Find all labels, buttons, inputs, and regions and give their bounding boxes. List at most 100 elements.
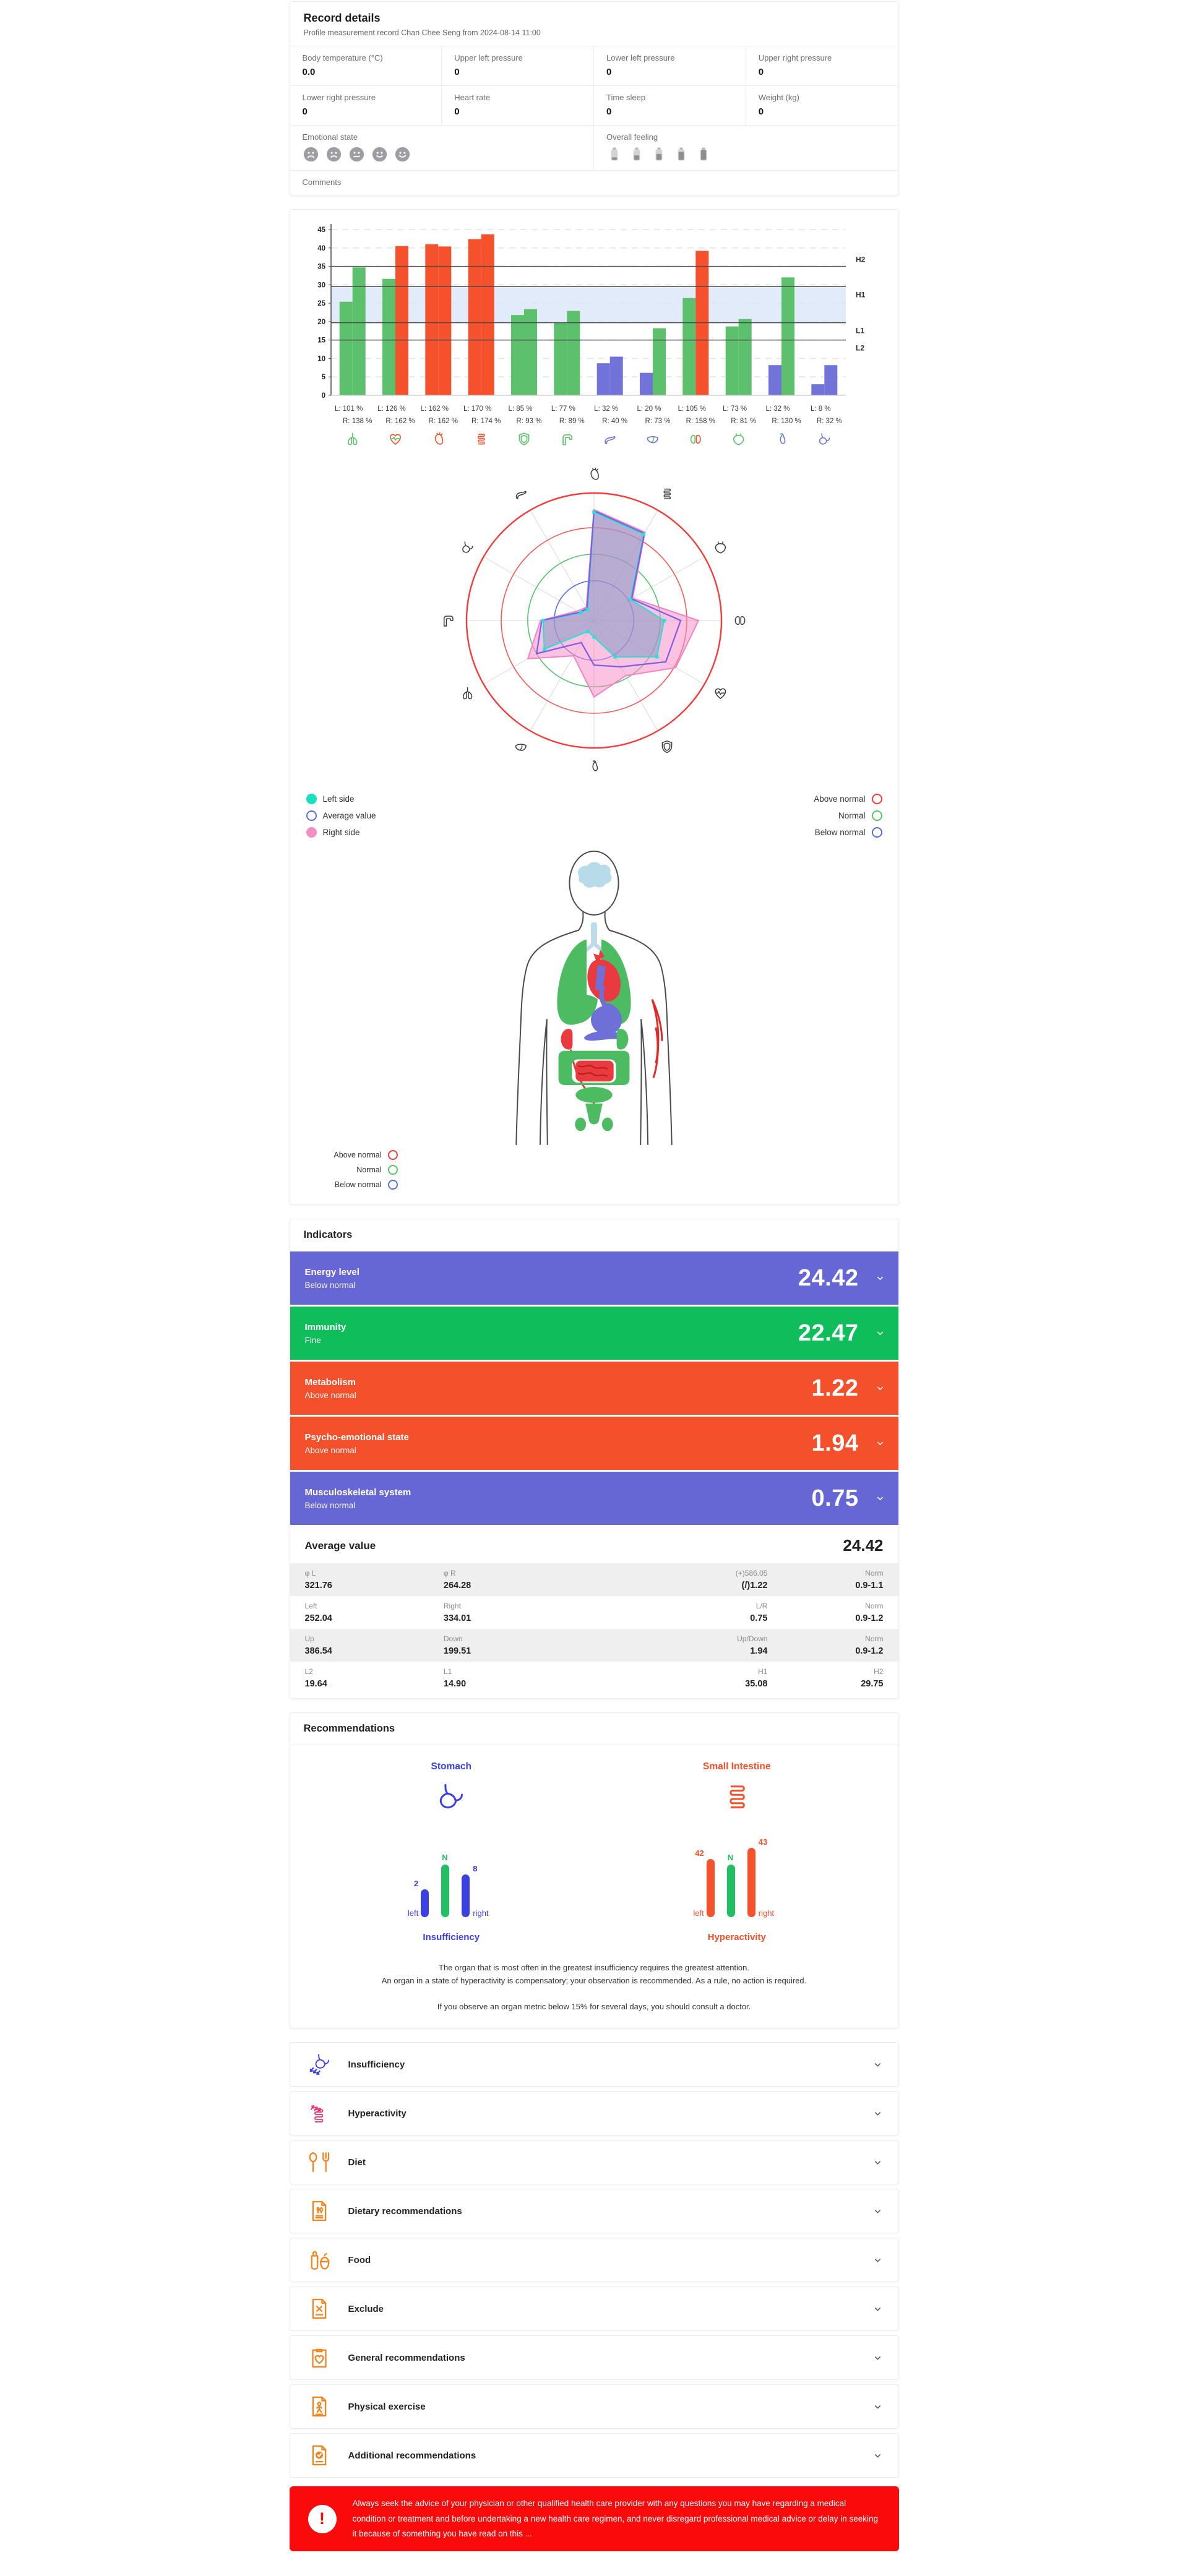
indicator-row[interactable]: Immunity Fine 22.47 — [290, 1307, 898, 1360]
diet-icon — [309, 2152, 329, 2173]
indicator-row[interactable]: Energy level Below normal 24.42 — [290, 1252, 898, 1305]
insufficiency-icon — [309, 2054, 329, 2076]
section-dietary[interactable]: Dietary recommendations — [289, 2189, 899, 2234]
small_intestine-icon — [663, 488, 671, 500]
small_intestine-icon — [477, 434, 485, 445]
svg-text:R: 162 %: R: 162 % — [385, 418, 415, 425]
mini-bar-value: N — [442, 1853, 448, 1862]
stats-cell-value: 264.28 — [443, 1581, 471, 1591]
stats-cell-label: Norm — [865, 1569, 884, 1578]
stats-cell-value: 334.01 — [443, 1613, 471, 1623]
svg-text:40: 40 — [317, 245, 325, 252]
report-page: Record details Profile measurement recor… — [289, 0, 899, 2552]
section-label: Hyperactivity — [348, 2108, 407, 2119]
indicator-row[interactable]: Psycho-emotional state Above normal 1.94 — [290, 1417, 898, 1470]
svg-text:L1: L1 — [856, 327, 864, 335]
section-hyperactivity[interactable]: Hyperactivity — [289, 2091, 899, 2136]
svg-text:R: 81 %: R: 81 % — [731, 418, 756, 425]
svg-text:10: 10 — [317, 355, 325, 363]
face-neutral-icon[interactable] — [348, 146, 365, 163]
svg-text:L: 162 %: L: 162 % — [420, 405, 448, 413]
stats-table: φ L 321.76 φ R 264.28 (+)586.05 (/)1.22 … — [290, 1563, 898, 1698]
indicator-status: Fine — [304, 1335, 321, 1345]
indicator-value: 22.47 — [798, 1320, 859, 1346]
bladder-icon — [733, 433, 744, 445]
stomach-icon — [819, 433, 830, 445]
record-field-label: Heart rate — [454, 93, 491, 102]
svg-text:L: 32 %: L: 32 % — [765, 405, 790, 413]
exercise-icon — [312, 2397, 326, 2417]
bar-right — [738, 319, 752, 395]
note-text: If you observe an organ metric below 15%… — [437, 2001, 751, 2011]
stats-cell: Norm 0.9-1.1 — [767, 1569, 883, 1591]
indicator-info: Metabolism Above normal — [305, 1377, 356, 1400]
svg-text:L: 101 %: L: 101 % — [334, 405, 362, 413]
bar-left — [596, 363, 610, 395]
indicator-value: 1.94 — [811, 1430, 859, 1456]
organ-radar-chart — [443, 467, 745, 771]
gallbladder-icon — [592, 760, 598, 771]
recommendations-title: Recommendations — [290, 1713, 898, 1745]
svg-text:15: 15 — [317, 337, 325, 345]
stats-cell-value: 14.90 — [443, 1679, 467, 1689]
record-field: Heart rate 0 — [442, 86, 594, 126]
stats-cell-value: 0.9-1.2 — [855, 1613, 884, 1623]
stats-row: φ L 321.76 φ R 264.28 (+)586.05 (/)1.22 … — [290, 1563, 898, 1596]
svg-text:L: 170 %: L: 170 % — [463, 405, 491, 413]
record-details-card: Record details Profile measurement recor… — [289, 1, 899, 195]
organ-radar-chart-wrap — [290, 453, 898, 792]
section-food[interactable]: Food — [289, 2238, 899, 2283]
section-label: Food — [348, 2254, 371, 2265]
legend-dot-icon — [306, 794, 317, 804]
stats-cell: Left 252.04 — [305, 1602, 444, 1623]
indicator-label: Psycho-emotional state — [304, 1432, 409, 1443]
section-additional[interactable]: Additional recommendations — [289, 2433, 899, 2478]
indicator-row[interactable]: Metabolism Above normal 1.22 — [290, 1362, 898, 1415]
indicator-value: 0.75 — [811, 1485, 859, 1511]
battery-level-4-icon[interactable] — [673, 146, 689, 163]
section-diet[interactable]: Diet — [289, 2140, 899, 2185]
stats-row: L2 19.64 L1 14.90 H1 35.08 H2 29.75 — [290, 1662, 898, 1694]
emotional-state-cell: Emotional state — [290, 126, 594, 170]
battery-level-5-icon[interactable] — [695, 146, 712, 163]
face-sad-icon[interactable] — [325, 146, 342, 163]
disclaimer-text: Always seek the advice of your physician… — [352, 2499, 879, 2538]
section-exercise[interactable]: Physical exercise — [289, 2384, 899, 2429]
large-intestine-shape — [558, 1050, 630, 1086]
kidneys-icon — [690, 434, 701, 444]
organ-panel-status: Insufficiency — [423, 1932, 480, 1943]
bar-left — [682, 298, 695, 395]
mini-bar-value: 43 — [758, 1837, 768, 1847]
section-insufficiency[interactable]: Insufficiency — [289, 2042, 899, 2087]
svg-text:H1: H1 — [856, 290, 866, 299]
legend-item: Average value — [306, 810, 376, 821]
section-exclude[interactable]: Exclude — [289, 2286, 899, 2332]
battery-level-3-icon[interactable] — [651, 146, 667, 163]
bar-right — [566, 311, 580, 395]
battery-level-1-icon[interactable] — [606, 146, 622, 163]
svg-text:L: 85 %: L: 85 % — [508, 405, 532, 413]
svg-text:5: 5 — [321, 374, 325, 381]
chevron-down-icon — [874, 2356, 880, 2360]
indicator-row[interactable]: Musculoskeletal system Below normal 0.75 — [290, 1472, 898, 1525]
face-good-icon[interactable] — [371, 146, 388, 163]
stats-cell: φ L 321.76 — [305, 1569, 444, 1591]
mini-bar-chart: 2 N 8 left right — [392, 1835, 510, 1918]
exclamation-icon: ! — [308, 2504, 337, 2533]
face-very-sad-icon[interactable] — [303, 146, 319, 163]
lungs-icon — [462, 687, 472, 700]
section-general[interactable]: General recommendations — [289, 2335, 899, 2381]
indicator-info: Psycho-emotional state Above normal — [305, 1432, 409, 1455]
section-label: Insufficiency — [348, 2059, 405, 2070]
bar-right — [781, 277, 794, 395]
organ-panel: Small Intestine 42 N 43 left right Hyperac… — [632, 1761, 842, 1943]
bar-right — [352, 267, 366, 395]
face-great-icon[interactable] — [394, 146, 411, 163]
organ-bar-chart: H2 H1 L1 L2 0 5 10 15 20 25 30 35 40 45 L: 101 % R: 138… — [317, 224, 866, 445]
indicator-value: 1.22 — [811, 1375, 859, 1401]
battery-level-2-icon[interactable] — [629, 146, 645, 163]
bar-right — [609, 356, 623, 395]
mini-right-label: right — [758, 1908, 775, 1918]
comments-row: Comments — [290, 170, 898, 195]
indicator-value: 24.42 — [798, 1264, 859, 1291]
